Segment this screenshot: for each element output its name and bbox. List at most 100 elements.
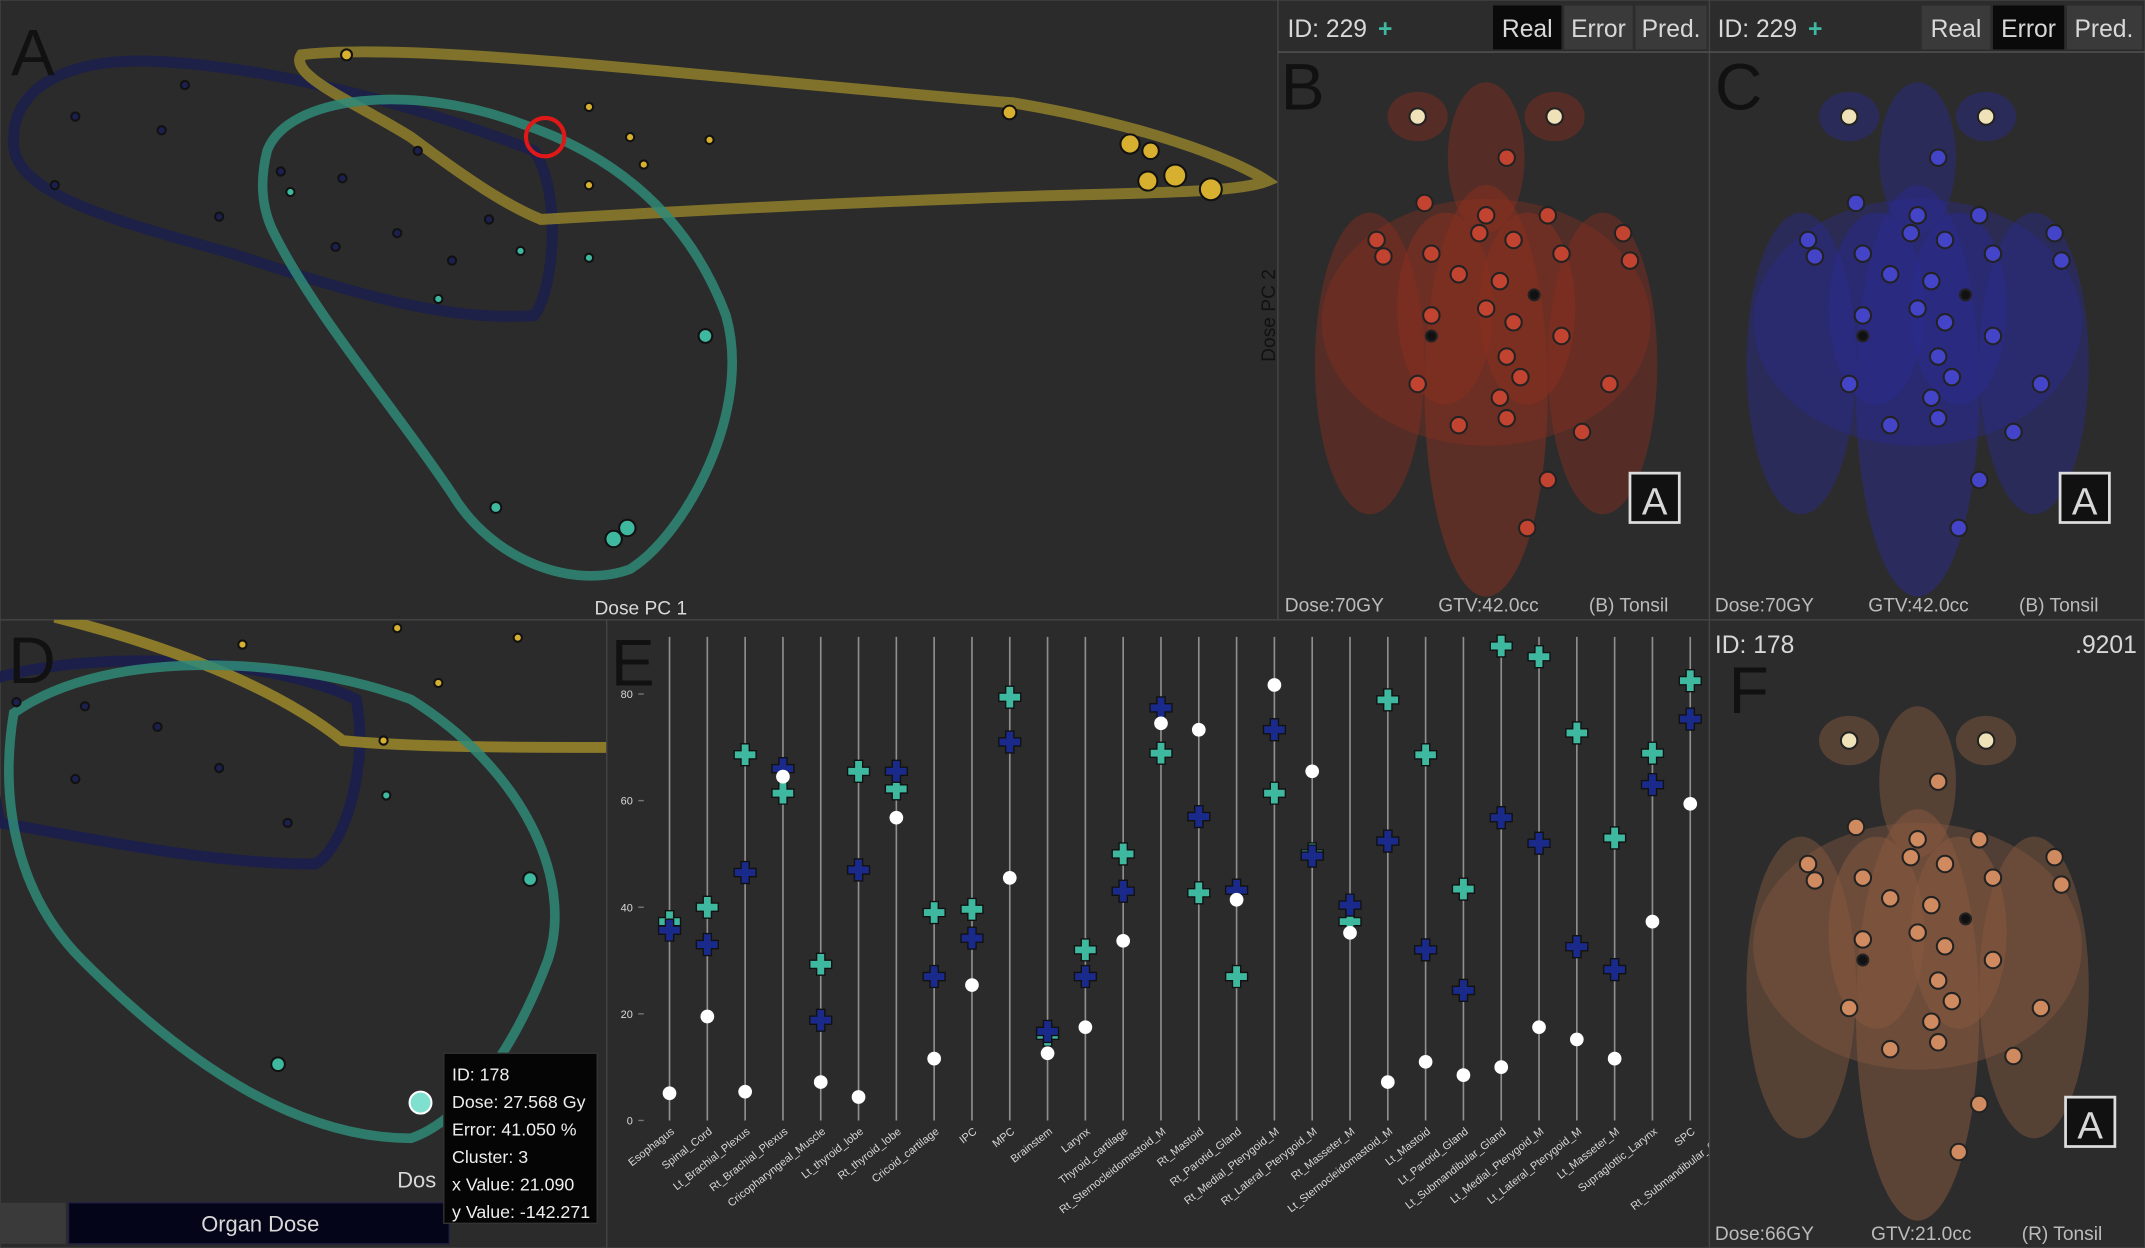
dot-marker xyxy=(1267,678,1282,692)
y-tick-label: 20 xyxy=(621,1009,633,1021)
cross-marker xyxy=(695,932,719,957)
tab-label[interactable]: Error xyxy=(1571,16,1626,43)
cross-marker xyxy=(1073,964,1098,989)
tooltip-line: Error: 41.050 % xyxy=(452,1120,577,1140)
dot-marker xyxy=(1569,1032,1584,1047)
cross-marker xyxy=(1602,826,1627,850)
dot-marker xyxy=(738,1084,752,1099)
cross-marker xyxy=(1300,844,1324,868)
gtv-label: GTV:42.0cc xyxy=(1438,596,1539,617)
cross-marker xyxy=(1527,831,1551,855)
dose-label: Dose:66GY xyxy=(1715,1224,1814,1245)
tab-label[interactable]: Pred. xyxy=(2074,16,2133,43)
cluster-outline xyxy=(8,55,558,322)
cross-marker xyxy=(1565,721,1589,745)
panel-label: D xyxy=(8,623,55,697)
add-button[interactable]: + xyxy=(1378,16,1392,43)
panel-label: B xyxy=(1281,50,1325,124)
y-tick-label: 80 xyxy=(621,689,633,701)
dot-marker xyxy=(1418,1054,1433,1069)
dot-marker xyxy=(1683,796,1698,811)
cross-marker xyxy=(1451,877,1476,901)
cross-marker xyxy=(809,952,833,976)
dot-marker xyxy=(1305,764,1320,779)
dot-marker xyxy=(1494,1060,1509,1075)
button-label[interactable]: Organ Dose xyxy=(201,1212,319,1237)
cross-marker xyxy=(771,781,795,805)
panel-label: E xyxy=(611,626,655,700)
tab[interactable] xyxy=(1635,5,1707,50)
tooltip xyxy=(443,1052,598,1224)
panel-c: ID: 229 + Real Error Pred. C A Dose:70GY… xyxy=(1708,0,2145,621)
cross-marker xyxy=(884,777,908,801)
cross-marker xyxy=(998,685,1022,709)
cross-marker xyxy=(1224,964,1249,989)
site-label: (B) Tonsil xyxy=(1589,596,1669,617)
cross-marker xyxy=(1376,829,1400,853)
y-tick-label: 40 xyxy=(621,902,633,914)
tab-label[interactable]: Real xyxy=(1931,16,1982,43)
dose-label: Dose:70GY xyxy=(1285,596,1384,617)
cross-marker xyxy=(1489,634,1513,658)
orientation-badge[interactable]: A xyxy=(2072,480,2098,523)
tab-selected[interactable] xyxy=(1992,5,2065,50)
dose-label: Dose:70GY xyxy=(1715,596,1814,617)
y-axis-label: Dose PC 2 xyxy=(1259,269,1280,362)
cross-marker xyxy=(1149,741,1173,765)
cross-marker xyxy=(1640,741,1665,765)
selection-ring xyxy=(523,115,567,159)
cross-marker xyxy=(1187,881,1211,905)
dot-marker xyxy=(1456,1068,1471,1083)
tab[interactable] xyxy=(2066,5,2143,50)
tooltip-line: x Value: 21.090 xyxy=(452,1174,574,1194)
cluster-outline xyxy=(257,94,737,581)
dot-marker xyxy=(813,1075,828,1089)
panel-b: ID: 229 + Real Error Pred. B Dose PC 2 A… xyxy=(1259,0,1711,621)
patient-id: ID: 229 xyxy=(1288,16,1367,43)
tooltip-line: y Value: -142.271 xyxy=(452,1202,590,1222)
panel-d: Dos Organ Dose ID: 178 Dose: 27.568 Gy E… xyxy=(0,619,608,1248)
tab-selected[interactable] xyxy=(1493,5,1562,50)
organ-dose-button[interactable] xyxy=(67,1202,450,1245)
cross-marker xyxy=(1451,978,1476,1003)
tab-label[interactable]: Pred. xyxy=(1642,16,1701,43)
cross-marker xyxy=(1602,957,1627,982)
dot-marker xyxy=(1040,1046,1055,1061)
site-label: (B) Tonsil xyxy=(2019,596,2099,617)
orientation-badge[interactable]: A xyxy=(1642,480,1668,523)
cross-marker xyxy=(733,860,757,885)
gtv-label: GTV:21.0cc xyxy=(1871,1224,1972,1245)
tooltip-line: Cluster: 3 xyxy=(452,1147,528,1167)
dot-marker xyxy=(927,1051,942,1066)
dot-marker xyxy=(662,1086,677,1101)
cross-marker xyxy=(1035,1019,1060,1044)
cross-marker xyxy=(1413,938,1438,962)
cross-marker xyxy=(809,1008,833,1032)
panel-label: A xyxy=(11,15,55,89)
add-button[interactable]: + xyxy=(1808,16,1822,43)
cross-marker xyxy=(960,926,984,950)
cluster-outline xyxy=(294,46,1279,225)
panel-label: F xyxy=(1729,653,1769,727)
tab[interactable] xyxy=(1564,5,1633,50)
orientation-badge[interactable]: A xyxy=(2077,1104,2103,1147)
cross-marker xyxy=(1073,938,1098,962)
cross-marker xyxy=(922,964,946,989)
cross-marker xyxy=(960,897,984,922)
cross-marker xyxy=(884,759,908,783)
cross-marker xyxy=(998,730,1022,754)
tab-label[interactable]: Error xyxy=(2001,16,2056,43)
panel-a: Dose PC 1 A xyxy=(0,0,1279,621)
dot-marker xyxy=(1078,1020,1093,1035)
tooltip-line: ID: 178 xyxy=(452,1065,509,1085)
tab[interactable] xyxy=(1921,5,1991,50)
dot-marker xyxy=(1191,722,1206,737)
cross-marker xyxy=(1678,669,1702,693)
cross-marker xyxy=(657,918,682,942)
cross-marker xyxy=(1338,893,1362,917)
patient-id: ID: 229 xyxy=(1718,16,1797,43)
dot-marker xyxy=(1380,1075,1395,1089)
tab-label[interactable]: Real xyxy=(1502,16,1553,43)
dot-marker xyxy=(851,1090,866,1104)
